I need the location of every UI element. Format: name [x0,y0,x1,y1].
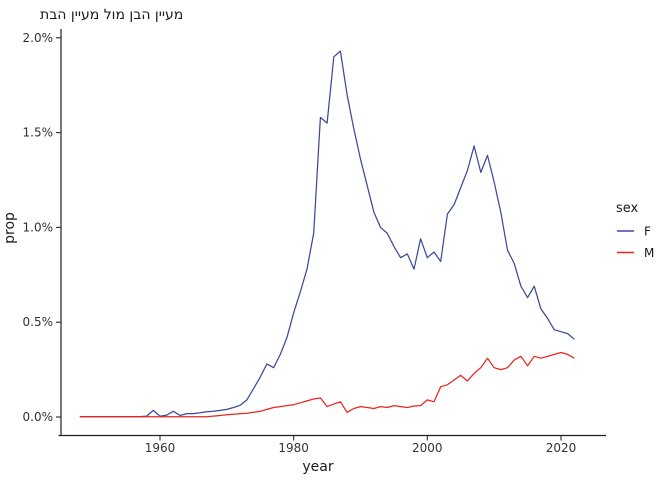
x-axis-title: year [302,459,333,475]
legend-label-F: F [644,225,651,239]
x-tick-label: 2000 [412,441,443,455]
y-tick-label: 1.0% [23,220,54,234]
x-tick-label: 2020 [546,441,577,455]
y-axis-title: prop [2,212,18,244]
chart-title: תבה ןייעמ לומ ןבה ןייעמ [40,7,183,23]
y-axis-ticks: 0.0% 0.5% 1.0% 1.5% 2.0% [23,31,61,424]
plot-series [79,50,575,418]
x-axis-ticks: 1960 1980 2000 2020 [145,435,577,455]
legend-title: sex [616,201,639,216]
legend: sex FM [616,201,654,260]
series-line-M [79,351,575,418]
y-tick-label: 1.5% [23,126,54,140]
legend-label-M: M [644,246,654,260]
x-tick-label: 1960 [145,441,176,455]
y-tick-label: 0.5% [23,315,54,329]
series-line-F [79,50,575,418]
x-tick-label: 1980 [278,441,309,455]
y-tick-label: 2.0% [23,31,54,45]
y-tick-label: 0.0% [23,410,54,424]
legend-entries: FM [617,225,654,260]
